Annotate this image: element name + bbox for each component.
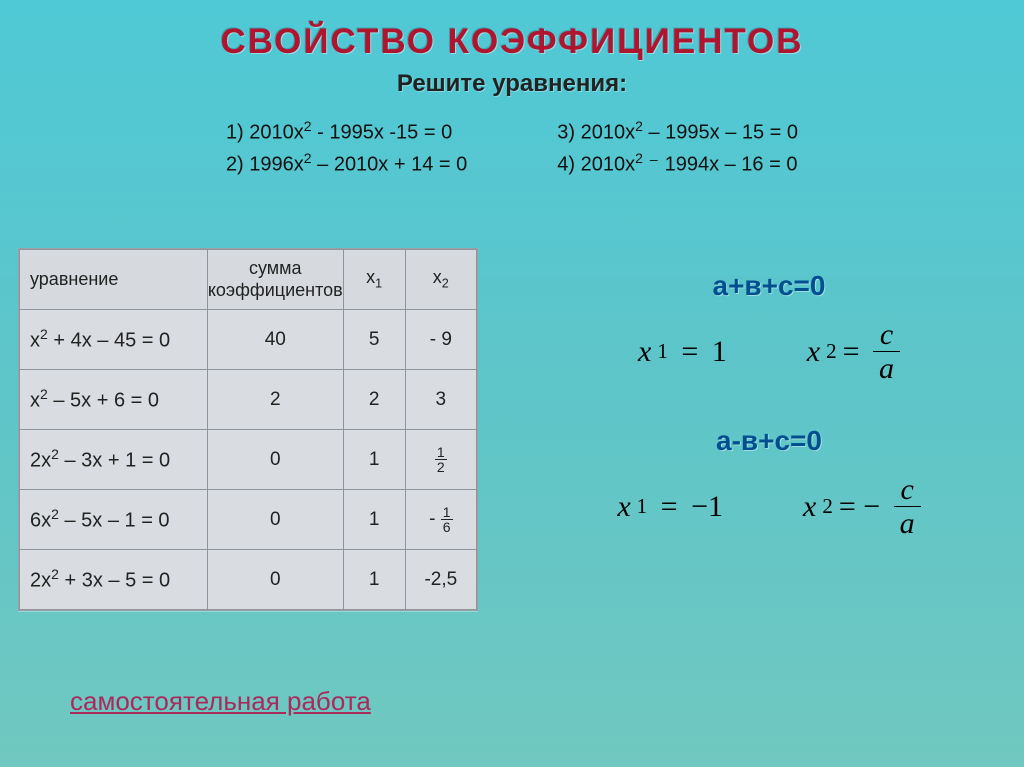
cell-sum: 0: [207, 430, 343, 490]
th-sum: суммакоэффициентов: [207, 250, 343, 310]
formulas-panel: а+в+с=0 x1 = 1 x2= ca а-в+с=0 x1 = −1 x2…: [544, 270, 994, 580]
equation-1: 1) 2010x2 - 1995x -15 = 0: [226, 116, 467, 148]
rule1-x2: x2= ca: [807, 318, 900, 385]
cell-sum: 0: [207, 490, 343, 550]
equation-4: 4) 2010x2 ⁻ 1994x – 16 = 0: [557, 148, 798, 180]
rule2-x1: x1 = −1: [617, 490, 723, 524]
cell-x1: 1: [343, 490, 405, 550]
equations-left-col: 1) 2010x2 - 1995x -15 = 0 2) 1996x2 – 20…: [226, 116, 467, 179]
rule2-label: а-в+с=0: [544, 425, 994, 457]
th-x2: x2: [405, 250, 476, 310]
equations-right-col: 3) 2010x2 – 1995x – 15 = 0 4) 2010x2 ⁻ 1…: [557, 116, 798, 179]
cell-x1: 1: [343, 550, 405, 610]
rule1-pair: x1 = 1 x2= ca: [544, 318, 994, 385]
cell-equation: 2x2 – 3x + 1 = 0: [20, 430, 208, 490]
coefficients-table: уравнение суммакоэффициентов x1 x2 x2 + …: [18, 248, 478, 611]
rule1-label: а+в+с=0: [544, 270, 994, 302]
cell-x2: -2,5: [405, 550, 476, 610]
table-row: 2x2 + 3x – 5 = 001-2,5: [20, 550, 477, 610]
table-row: 2x2 – 3x + 1 = 00112: [20, 430, 477, 490]
table-row: 6x2 – 5x – 1 = 001- 16: [20, 490, 477, 550]
table: уравнение суммакоэффициентов x1 x2 x2 + …: [19, 249, 477, 610]
page-subtitle: Решите уравнения:: [0, 70, 1024, 98]
self-work-link[interactable]: самостоятельная работа: [70, 686, 371, 717]
cell-equation: 2x2 + 3x – 5 = 0: [20, 550, 208, 610]
equations-block: 1) 2010x2 - 1995x -15 = 0 2) 1996x2 – 20…: [0, 116, 1024, 179]
page-title: СВОЙСТВО КОЭФФИЦИЕНТОВ: [0, 0, 1024, 62]
equation-3: 3) 2010x2 – 1995x – 15 = 0: [557, 116, 798, 148]
table-row: x2 + 4x – 45 = 0405- 9: [20, 310, 477, 370]
table-body: x2 + 4x – 45 = 0405- 9x2 – 5x + 6 = 0223…: [20, 310, 477, 610]
cell-sum: 40: [207, 310, 343, 370]
th-equation: уравнение: [20, 250, 208, 310]
cell-x2: 12: [405, 430, 476, 490]
cell-x2: - 16: [405, 490, 476, 550]
cell-sum: 2: [207, 370, 343, 430]
rule2-x2: x2= − ca: [803, 473, 921, 540]
cell-equation: x2 + 4x – 45 = 0: [20, 310, 208, 370]
cell-x2: 3: [405, 370, 476, 430]
cell-x1: 2: [343, 370, 405, 430]
cell-x1: 5: [343, 310, 405, 370]
rule1-x1: x1 = 1: [638, 335, 727, 369]
th-x1: x1: [343, 250, 405, 310]
cell-equation: 6x2 – 5x – 1 = 0: [20, 490, 208, 550]
rule2-pair: x1 = −1 x2= − ca: [544, 473, 994, 540]
table-header-row: уравнение суммакоэффициентов x1 x2: [20, 250, 477, 310]
table-row: x2 – 5x + 6 = 0223: [20, 370, 477, 430]
cell-sum: 0: [207, 550, 343, 610]
equation-2: 2) 1996x2 – 2010x + 14 = 0: [226, 148, 467, 180]
cell-x2: - 9: [405, 310, 476, 370]
cell-x1: 1: [343, 430, 405, 490]
cell-equation: x2 – 5x + 6 = 0: [20, 370, 208, 430]
